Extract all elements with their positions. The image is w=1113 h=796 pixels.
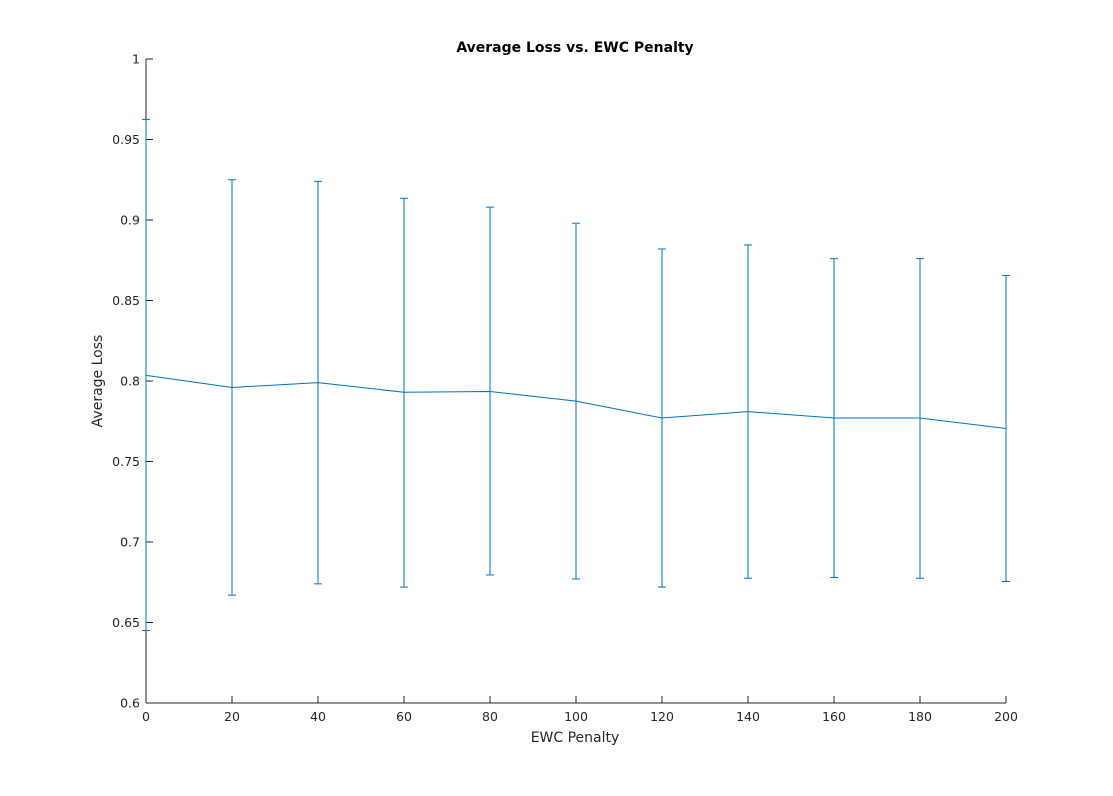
y-tick-label: 0.6 <box>120 696 140 711</box>
error-bars <box>142 118 1010 632</box>
y-tick-label: 0.75 <box>112 454 140 469</box>
x-tick-label: 40 <box>310 709 326 724</box>
y-ticks: 0.6 0.65 0.7 0.75 0.8 0.85 0.9 0.95 1 <box>112 52 153 711</box>
y-tick-label: 1 <box>132 52 140 67</box>
x-tick-label: 160 <box>822 709 846 724</box>
y-tick-label: 0.85 <box>112 293 140 308</box>
series-lines <box>145 374 1007 429</box>
y-tick-label: 0.7 <box>120 535 140 550</box>
y-tick-label: 0.9 <box>120 213 140 228</box>
x-ticks: 0 20 40 60 80 100 120 140 160 180 200 <box>142 696 1018 724</box>
x-axis-label: EWC Penalty <box>531 730 620 746</box>
x-tick-label: 180 <box>908 709 932 724</box>
y-tick-label: 0.8 <box>120 374 140 389</box>
x-tick-label: 120 <box>650 709 674 724</box>
series-line <box>145 374 1007 429</box>
y-tick-label: 0.65 <box>112 615 140 630</box>
y-tick-label: 0.95 <box>112 132 140 147</box>
x-tick-label: 60 <box>396 709 412 724</box>
x-tick-label: 20 <box>224 709 240 724</box>
x-tick-label: 100 <box>564 709 588 724</box>
x-tick-label: 140 <box>736 709 760 724</box>
x-tick-label: 0 <box>142 709 150 724</box>
x-tick-label: 80 <box>482 709 498 724</box>
y-axis-label: Average Loss <box>90 335 106 428</box>
chart-title: Average Loss vs. EWC Penalty <box>456 40 693 56</box>
x-tick-label: 200 <box>994 709 1018 724</box>
